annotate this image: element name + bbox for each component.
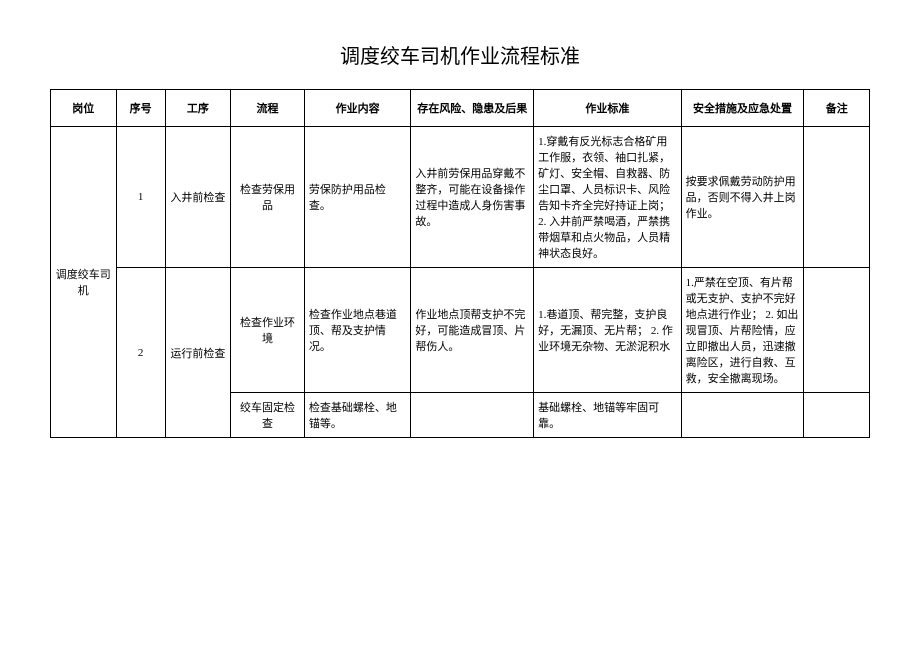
cell-seq: 1: [116, 127, 165, 268]
header-content: 作业内容: [304, 90, 410, 127]
header-remark: 备注: [804, 90, 870, 127]
cell-safety: 1.严禁在空顶、有片帮或无支护、支护不完好地点进行作业； 2. 如出现冒顶、片帮…: [681, 268, 804, 393]
cell-remark: [804, 268, 870, 393]
cell-flow: 检查劳保用品: [231, 127, 305, 268]
cell-seq: 2: [116, 268, 165, 438]
table-row: 调度绞车司机 1 入井前检查 检查劳保用品 劳保防护用品检查。 入井前劳保用品穿…: [51, 127, 870, 268]
cell-flow: 检查作业环境: [231, 268, 305, 393]
cell-remark: [804, 393, 870, 438]
cell-content: 检查作业地点巷道顶、帮及支护情况。: [304, 268, 410, 393]
cell-risk: 入井前劳保用品穿戴不整齐，可能在设备操作过程中造成人身伤害事故。: [411, 127, 534, 268]
cell-remark: [804, 127, 870, 268]
cell-standard: 1.巷道顶、帮完整，支护良好，无漏顶、无片帮； 2. 作业环境无杂物、无淤泥积水: [534, 268, 681, 393]
cell-process: 入井前检查: [165, 127, 231, 268]
cell-post: 调度绞车司机: [51, 127, 117, 438]
cell-risk: 作业地点顶帮支护不完好，可能造成冒顶、片帮伤人。: [411, 268, 534, 393]
header-risk: 存在风险、隐患及后果: [411, 90, 534, 127]
cell-standard: 基础螺栓、地锚等牢固可靠。: [534, 393, 681, 438]
cell-content: 劳保防护用品检查。: [304, 127, 410, 268]
cell-safety: [681, 393, 804, 438]
cell-flow: 绞车固定检查: [231, 393, 305, 438]
cell-safety: 按要求佩戴劳动防护用品，否则不得入井上岗作业。: [681, 127, 804, 268]
page-title: 调度绞车司机作业流程标准: [50, 40, 870, 69]
cell-content: 检查基础螺栓、地锚等。: [304, 393, 410, 438]
cell-standard: 1.穿戴有反光标志合格矿用工作服，衣领、袖口扎紧，矿灯、安全帽、自救器、防尘口罩…: [534, 127, 681, 268]
cell-process: 运行前检查: [165, 268, 231, 438]
table-header-row: 岗位 序号 工序 流程 作业内容 存在风险、隐患及后果 作业标准 安全措施及应急…: [51, 90, 870, 127]
process-table: 岗位 序号 工序 流程 作业内容 存在风险、隐患及后果 作业标准 安全措施及应急…: [50, 89, 870, 438]
cell-risk: [411, 393, 534, 438]
header-seq: 序号: [116, 90, 165, 127]
table-row: 2 运行前检查 检查作业环境 检查作业地点巷道顶、帮及支护情况。 作业地点顶帮支…: [51, 268, 870, 393]
header-post: 岗位: [51, 90, 117, 127]
header-safety: 安全措施及应急处置: [681, 90, 804, 127]
header-process: 工序: [165, 90, 231, 127]
header-flow: 流程: [231, 90, 305, 127]
header-standard: 作业标准: [534, 90, 681, 127]
